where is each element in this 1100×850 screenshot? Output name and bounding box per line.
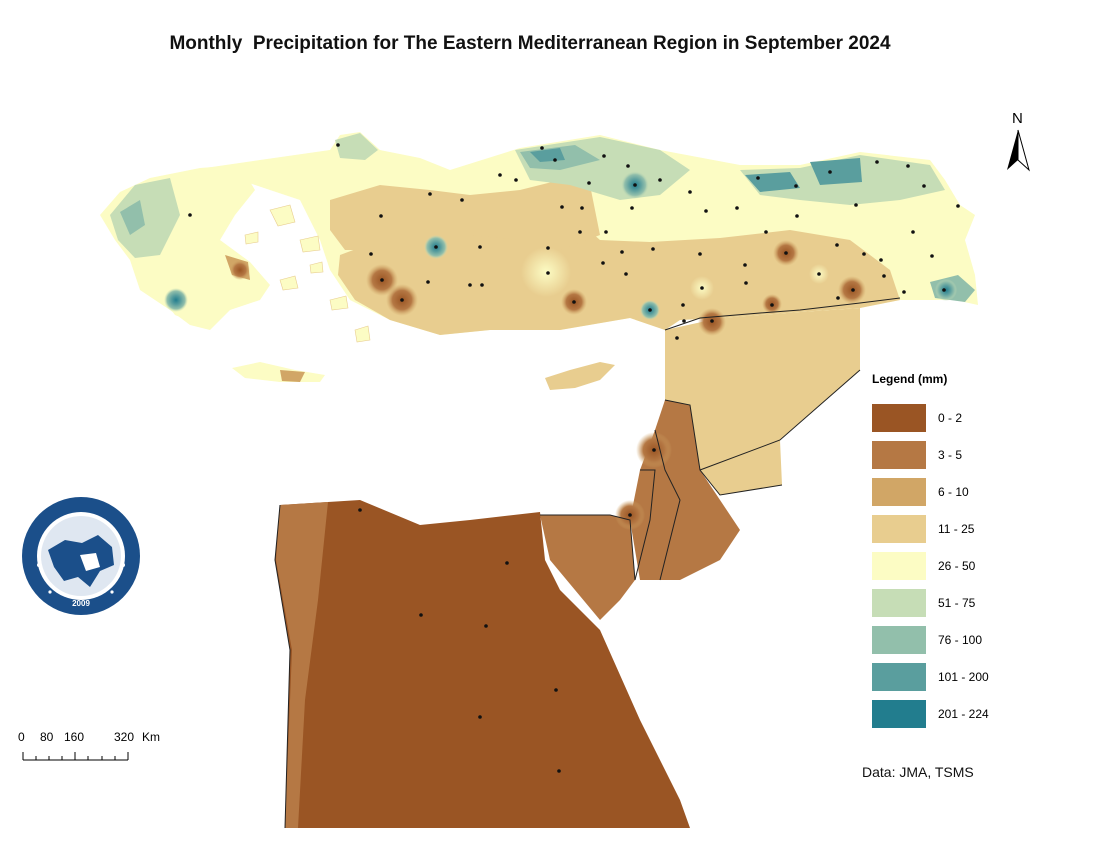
legend-item: 26 - 50 xyxy=(872,552,1022,582)
legend-item: 11 - 25 xyxy=(872,515,1022,545)
scale-unit: Km xyxy=(142,730,160,744)
station-points xyxy=(188,143,960,773)
scale-bar: 0 80 160 320 Km xyxy=(18,730,168,770)
crete-region xyxy=(232,362,325,382)
north-label: N xyxy=(1012,110,1023,127)
data-source-note: Data: JMA, TSMS xyxy=(862,764,974,780)
dry-spot xyxy=(230,260,250,280)
legend-item: 0 - 2 xyxy=(872,404,1022,434)
egypt-region xyxy=(275,500,690,828)
scale-tick-label: 0 xyxy=(18,730,25,744)
blacksea-coast-wettest xyxy=(530,148,565,162)
scale-tick-label: 160 xyxy=(64,730,85,744)
legend-label: 201 - 224 xyxy=(938,707,989,721)
thrace-wet xyxy=(335,133,378,160)
legend-label: 0 - 2 xyxy=(938,411,963,425)
wet-spot xyxy=(935,279,957,301)
svg-text:2009: 2009 xyxy=(72,599,90,608)
turkey-central-dry xyxy=(338,205,900,335)
legend-label: 6 - 10 xyxy=(938,485,969,499)
legend: Legend (mm) 0 - 2 3 - 5 6 - 10 11 - 25 26 - … xyxy=(872,372,1012,728)
scale-bar-graphic xyxy=(22,752,129,761)
turkey-west-dry xyxy=(330,180,600,250)
legend-item: 6 - 10 xyxy=(872,478,1022,508)
emcc-logo-icon: 2009 xyxy=(22,497,140,615)
greece-west-wet xyxy=(110,178,180,258)
country-borders xyxy=(274,297,901,829)
syria-region xyxy=(665,308,860,495)
greece-west-wetter xyxy=(120,200,145,235)
legend-label: 101 - 200 xyxy=(938,670,989,684)
scale-tick-label: 320 xyxy=(114,730,135,744)
cyprus-region xyxy=(545,362,615,390)
legend-swatch xyxy=(872,552,926,580)
legend-label: 3 - 5 xyxy=(938,448,963,462)
legend-item: 3 - 5 xyxy=(872,441,1022,471)
legend-item: 76 - 100 xyxy=(872,626,1022,656)
legend-swatch xyxy=(872,478,926,506)
crete-dry xyxy=(280,370,305,382)
legend-swatch xyxy=(872,626,926,654)
east-blacksea-wetter-2 xyxy=(810,158,862,185)
legend-swatch xyxy=(872,404,926,432)
legend-item: 51 - 75 xyxy=(872,589,1022,619)
legend-swatch xyxy=(872,515,926,543)
aegean-islands xyxy=(244,204,371,343)
legend-swatch xyxy=(872,589,926,617)
legend-swatch xyxy=(872,663,926,691)
legend-swatch xyxy=(872,700,926,728)
legend-swatch xyxy=(872,441,926,469)
legend-label: 11 - 25 xyxy=(938,522,975,536)
moist-spot xyxy=(521,247,571,297)
legend-label: 51 - 75 xyxy=(938,596,976,610)
legend-item: 101 - 200 xyxy=(872,663,1022,693)
emcc-logo: 2009 xyxy=(20,495,142,622)
legend-item: 201 - 224 xyxy=(872,700,1022,730)
legend-label: 76 - 100 xyxy=(938,633,983,647)
legend-label: 26 - 50 xyxy=(938,559,976,573)
legend-title: Legend (mm) xyxy=(872,372,948,386)
north-arrow: N xyxy=(1002,110,1034,174)
scale-tick-label: 80 xyxy=(40,730,54,744)
sinai-region xyxy=(540,515,635,620)
map-title: Monthly Precipitation for The Eastern Me… xyxy=(169,33,891,54)
wet-spot xyxy=(164,288,188,312)
north-arrow-icon xyxy=(1007,129,1030,172)
egypt-west-strip xyxy=(276,502,328,828)
